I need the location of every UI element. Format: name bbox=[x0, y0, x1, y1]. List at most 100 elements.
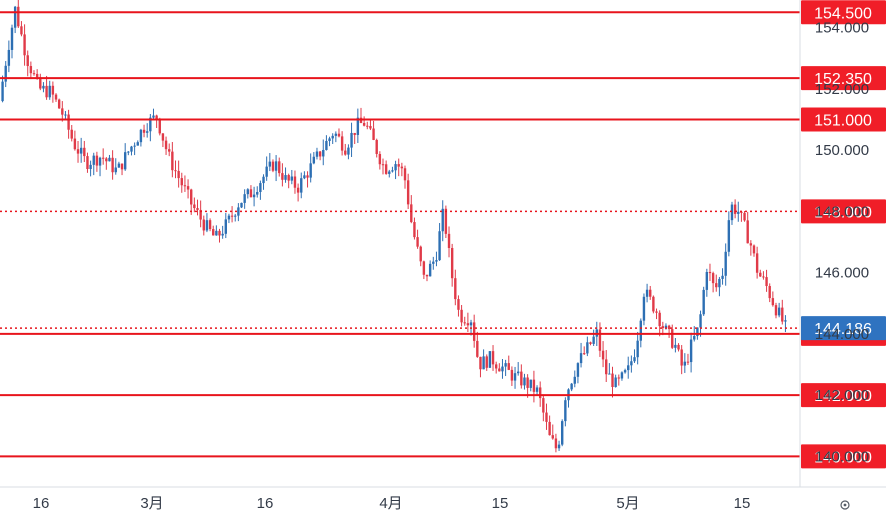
candle-body bbox=[64, 114, 67, 116]
levels-layer: 154.500 152.350 151.000 148.000 144.000 142.0… bbox=[0, 0, 886, 469]
candle-body bbox=[730, 204, 734, 221]
candle-body bbox=[441, 208, 444, 232]
candle-body bbox=[315, 151, 319, 157]
candle-body bbox=[425, 274, 429, 277]
level-label: 154.500 bbox=[814, 5, 872, 22]
candle-body bbox=[554, 438, 558, 449]
candle-body bbox=[667, 325, 671, 330]
candle-body bbox=[101, 157, 105, 159]
candle-body bbox=[614, 377, 617, 388]
candle-body bbox=[406, 180, 410, 205]
candle-body bbox=[482, 356, 485, 370]
candle-body bbox=[114, 167, 117, 173]
candle-body bbox=[649, 289, 652, 297]
level-label-bg bbox=[801, 66, 886, 91]
candle-body bbox=[10, 27, 14, 50]
candle-body bbox=[658, 312, 661, 327]
candle-body bbox=[39, 77, 42, 89]
candle-body bbox=[48, 85, 51, 98]
candle-body bbox=[98, 157, 102, 166]
candle-body bbox=[608, 373, 611, 375]
candle-body bbox=[403, 168, 407, 181]
candle-body bbox=[4, 65, 7, 82]
candle-body bbox=[447, 233, 451, 249]
candle-body bbox=[422, 261, 426, 275]
candle-body bbox=[171, 151, 174, 171]
candle-body bbox=[485, 356, 488, 368]
candles-layer bbox=[1, 0, 787, 453]
candle-body bbox=[400, 166, 404, 169]
candle-body bbox=[740, 211, 743, 213]
candle-body bbox=[174, 170, 177, 172]
candle-body bbox=[746, 220, 749, 244]
candle-body bbox=[45, 85, 48, 98]
candle-body bbox=[67, 114, 70, 130]
candle-body bbox=[765, 277, 768, 287]
candle-body bbox=[372, 128, 375, 140]
candle-body bbox=[708, 271, 712, 274]
candle-body bbox=[686, 361, 690, 363]
candle-body bbox=[312, 156, 316, 164]
candle-body bbox=[325, 140, 328, 150]
candle-body bbox=[699, 314, 702, 328]
candle-body bbox=[605, 359, 608, 375]
candle-body bbox=[259, 183, 262, 193]
candle-body bbox=[752, 245, 756, 254]
candle-body bbox=[350, 132, 353, 148]
candle-body bbox=[570, 383, 573, 390]
candle-body bbox=[781, 307, 784, 322]
candle-body bbox=[564, 400, 567, 422]
candle-body bbox=[397, 164, 400, 167]
candle-body bbox=[318, 151, 322, 157]
candle-body bbox=[545, 412, 548, 422]
candle-body bbox=[416, 237, 419, 247]
candle-body bbox=[246, 189, 250, 195]
candle-body bbox=[20, 26, 23, 35]
candle-body bbox=[331, 135, 334, 139]
candle-body bbox=[630, 361, 633, 366]
candle-body bbox=[538, 387, 542, 399]
level-label-bg bbox=[801, 199, 886, 224]
candle-body bbox=[158, 118, 161, 134]
candle-body bbox=[274, 161, 278, 171]
settings-icon[interactable] bbox=[840, 500, 850, 510]
candle-body bbox=[494, 364, 498, 369]
candle-body bbox=[293, 176, 297, 188]
x-tick-label: 15 bbox=[734, 495, 751, 512]
candle-body bbox=[472, 322, 476, 341]
candle-body bbox=[290, 176, 294, 181]
candle-body bbox=[186, 186, 190, 190]
current-price-label-bg bbox=[801, 316, 886, 341]
candle-body bbox=[535, 387, 539, 392]
candle-body bbox=[136, 142, 139, 146]
candle-body bbox=[620, 372, 624, 379]
candle-body bbox=[576, 363, 580, 377]
candle-body bbox=[190, 189, 193, 205]
candle-body bbox=[532, 379, 536, 392]
level-label-bg bbox=[801, 0, 886, 25]
candle-body bbox=[601, 350, 605, 360]
level-label: 152.350 bbox=[814, 71, 872, 88]
candle-body bbox=[70, 129, 73, 139]
candle-body bbox=[29, 66, 33, 74]
candle-body bbox=[230, 215, 234, 217]
candle-body bbox=[784, 320, 787, 322]
candle-body bbox=[759, 272, 762, 277]
candle-body bbox=[249, 189, 253, 198]
candle-body bbox=[7, 49, 11, 66]
candle-body bbox=[645, 289, 649, 297]
candle-body bbox=[252, 194, 256, 198]
candle-body bbox=[749, 243, 753, 246]
x-tick-label: 16 bbox=[33, 495, 50, 512]
candle-body bbox=[671, 329, 674, 348]
candle-body bbox=[693, 336, 696, 340]
candle-body bbox=[61, 108, 64, 115]
candle-body bbox=[636, 340, 639, 358]
candle-body bbox=[278, 161, 281, 174]
x-tick-label: 16 bbox=[257, 495, 274, 512]
candle-body bbox=[161, 133, 165, 141]
candle-body bbox=[438, 231, 441, 261]
candle-body bbox=[300, 178, 303, 193]
y-tick-label: 144.000 bbox=[815, 326, 869, 343]
candle-body bbox=[26, 55, 29, 67]
